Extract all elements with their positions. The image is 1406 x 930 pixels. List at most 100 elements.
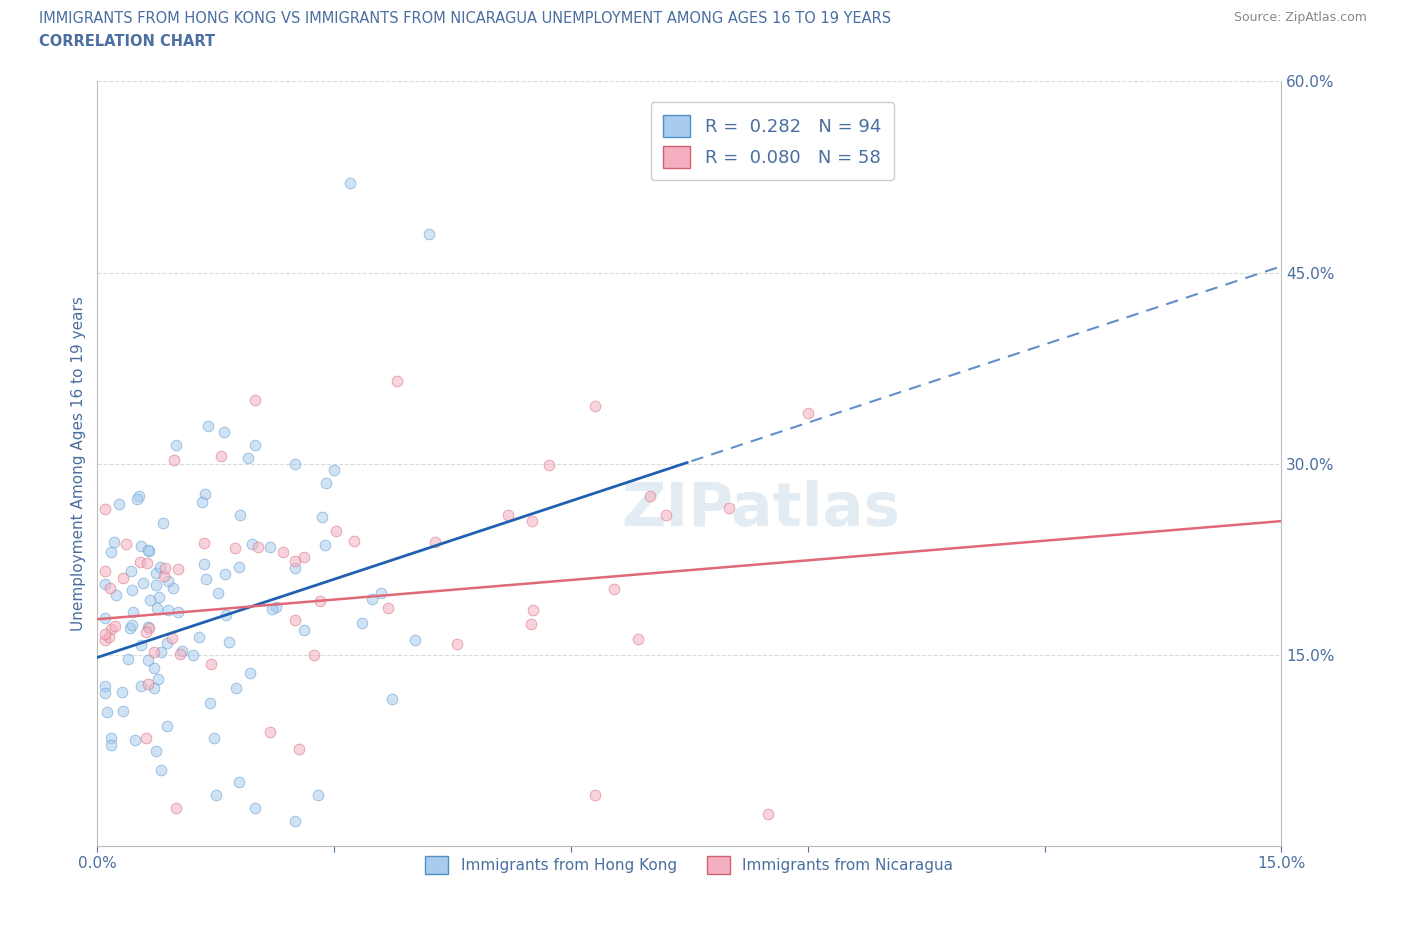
Point [136,542,159,557]
Point [98,581,121,596]
Point [214,607,236,622]
Point [538,458,561,472]
Y-axis label: Unemployment Among Ages 16 to 19 years: Unemployment Among Ages 16 to 19 years [72,297,86,631]
Point [756,806,779,821]
Point [387,374,409,389]
Point [284,554,307,569]
Point [94,685,117,700]
Point [160,631,183,645]
Text: IMMIGRANTS FROM HONG KONG VS IMMIGRANTS FROM NICARAGUA UNEMPLOYMENT AMONG AGES 1: IMMIGRANTS FROM HONG KONG VS IMMIGRANTS … [39,11,891,26]
Point [522,603,544,618]
Point [218,634,240,649]
Point [245,801,267,816]
Point [343,534,366,549]
Point [138,543,160,558]
Point [149,763,172,777]
Point [94,632,117,647]
Point [120,564,142,578]
Point [167,562,190,577]
Point [172,644,194,658]
Point [717,501,740,516]
Point [191,495,214,510]
Point [111,703,134,718]
Point [239,665,262,680]
Point [583,399,606,414]
Point [520,617,543,631]
Point [264,600,287,615]
Point [194,486,217,501]
Point [124,732,146,747]
Point [228,775,250,790]
Point [122,604,145,619]
Point [214,566,236,581]
Point [163,453,186,468]
Point [204,788,226,803]
Point [145,744,167,759]
Point [292,623,315,638]
Point [638,488,661,503]
Point [308,594,330,609]
Point [149,560,172,575]
Point [136,620,159,635]
Point [195,571,218,586]
Point [654,507,676,522]
Point [108,496,131,511]
Point [146,672,169,687]
Point [100,737,122,752]
Point [245,437,267,452]
Point [325,524,347,538]
Point [193,536,215,551]
Point [229,508,252,523]
Point [425,535,447,550]
Point [603,582,626,597]
Point [496,507,519,522]
Point [260,601,283,616]
Legend: Immigrants from Hong Kong, Immigrants from Nicaragua: Immigrants from Hong Kong, Immigrants fr… [419,850,959,881]
Point [193,556,215,571]
Point [132,576,155,591]
Point [187,629,209,644]
Point [112,571,135,586]
Point [259,539,281,554]
Point [165,801,187,816]
Point [128,488,150,503]
Point [404,633,426,648]
Point [162,580,184,595]
Point [155,561,177,576]
Point [225,681,247,696]
Point [121,618,143,632]
Point [169,646,191,661]
Point [94,564,117,578]
Point [381,691,404,706]
Point [145,565,167,580]
Point [143,660,166,675]
Point [131,637,153,652]
Point [377,600,399,615]
Point [152,515,174,530]
Point [302,648,325,663]
Point [94,610,117,625]
Point [136,677,159,692]
Point [150,644,173,659]
Point [135,556,157,571]
Point [352,616,374,631]
Point [100,622,122,637]
Point [247,539,270,554]
Point [105,587,128,602]
Point [129,538,152,553]
Point [94,678,117,693]
Point [520,513,543,528]
Point [181,647,204,662]
Point [167,604,190,619]
Point [292,550,315,565]
Text: ZIPatlas: ZIPatlas [621,480,900,539]
Point [224,540,246,555]
Point [145,578,167,592]
Point [129,678,152,693]
Point [165,437,187,452]
Point [228,560,250,575]
Point [156,719,179,734]
Point [127,491,149,506]
Point [284,813,307,828]
Point [245,392,267,407]
